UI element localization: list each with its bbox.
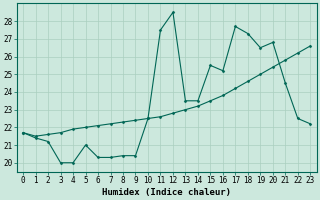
X-axis label: Humidex (Indice chaleur): Humidex (Indice chaleur) [102, 188, 231, 197]
